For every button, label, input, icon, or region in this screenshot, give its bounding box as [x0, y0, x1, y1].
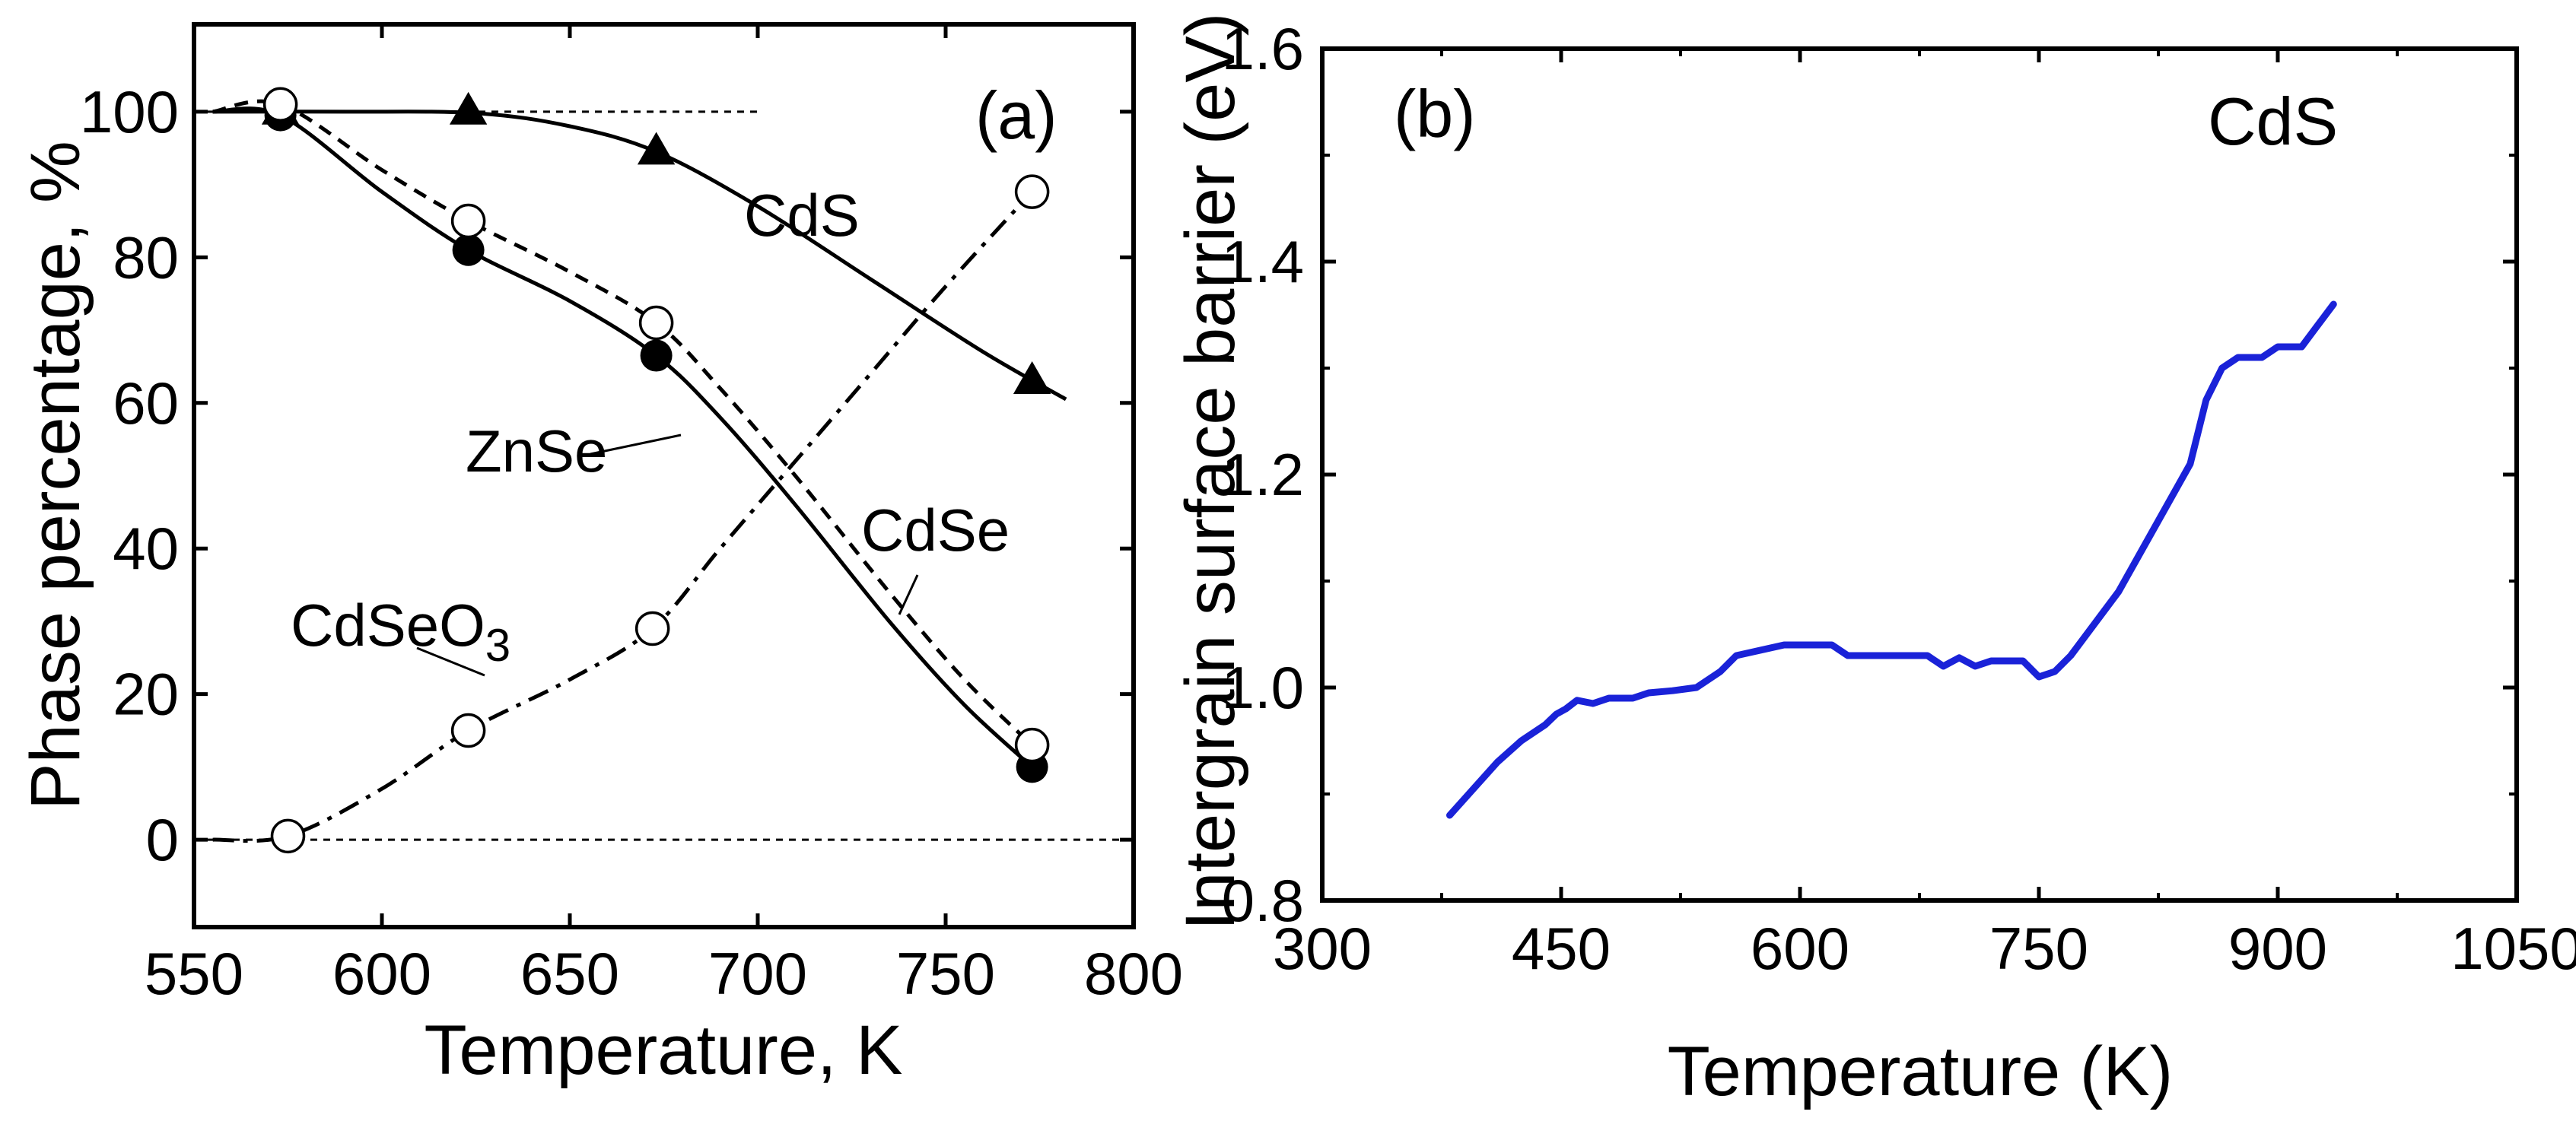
x-tick-label-b-900: 900 [2228, 915, 2327, 982]
cdseo3-leader-line [416, 646, 485, 677]
panel-b-annotation: CdS [2208, 84, 2338, 159]
panel-a: 550 600 650 700 750 800 0 20 40 60 80 100 (a) CdS Z… [17, 22, 1183, 1089]
panel-a-label: (a) [975, 78, 1057, 153]
y-tick-label-a-0: 0 [146, 806, 179, 873]
y-tick-label-b-1.4: 1.4 [1222, 228, 1304, 295]
y-tick-label-a-40: 40 [113, 515, 179, 582]
panel-b-plot-frame [1320, 46, 2519, 903]
y-tick-label-a-100: 100 [80, 78, 179, 145]
series-label-leaders [416, 434, 919, 677]
series-line-cds [212, 110, 1067, 402]
y-tick-label-a-80: 80 [113, 224, 179, 291]
data-point-cdseo-2 [634, 611, 670, 646]
x-tick-label-a-700: 700 [708, 940, 807, 1007]
panel-b-y-axis-title: Intergrain surface barrier (eV) [1172, 13, 1249, 931]
x-tick-label-a-750: 750 [896, 940, 995, 1007]
panel-b-curve [1446, 300, 2337, 819]
panel-b-ticks: 300 450 600 750 900 1050 0.8 1.0 1.2 1.4 1.6 [1222, 15, 2576, 982]
x-tick-label-b-1050: 1050 [2450, 915, 2576, 982]
data-point-znse-1 [452, 233, 485, 266]
data-point-cdse-3 [1014, 727, 1050, 763]
znse-leader-line [590, 434, 682, 456]
panel-a-curves [212, 99, 1067, 843]
data-point-cds-2 [637, 132, 676, 165]
data-point-cdse-0 [262, 87, 298, 122]
data-point-cdseo-3 [1014, 174, 1050, 209]
panel-b-label: (b) [1394, 76, 1476, 151]
data-point-cdse-1 [450, 203, 486, 239]
series-label-znse: ZnSe [466, 418, 607, 484]
y-tick-label-b-0.8: 0.8 [1222, 867, 1304, 934]
x-tick-label-a-650: 650 [520, 940, 619, 1007]
x-tick-label-a-800: 800 [1084, 940, 1183, 1007]
panel-b-x-axis-title: Temperature (K) [1668, 1033, 2174, 1110]
x-tick-label-a-600: 600 [332, 940, 431, 1007]
x-tick-label-b-450: 450 [1512, 915, 1611, 982]
data-point-znse-2 [640, 339, 673, 372]
y-tick-label-a-60: 60 [113, 370, 179, 437]
y-tick-label-b-1.6: 1.6 [1222, 15, 1304, 82]
y-tick-label-a-20: 20 [113, 661, 179, 728]
series-label-cdse: CdSe [861, 497, 1010, 564]
data-point-cdse-2 [638, 305, 674, 341]
x-tick-label-b-300: 300 [1273, 915, 1372, 982]
x-tick-label-b-600: 600 [1751, 915, 1849, 982]
x-tick-label-a-550: 550 [145, 940, 243, 1007]
panel-b: 300 450 600 750 900 1050 0.8 1.0 1.2 1.4 1.6 (b) C… [1172, 13, 2576, 1110]
data-point-cds-1 [449, 91, 488, 125]
cdse-leader-line [898, 574, 919, 615]
panel-a-y-axis-title: Phase percentage, % [17, 141, 94, 810]
series-line-znse [212, 106, 1034, 769]
data-point-cdseo-0 [270, 818, 306, 854]
data-point-cds-3 [1013, 361, 1051, 394]
panel-a-ticks: 550 600 650 700 750 800 0 20 40 60 80 100 [80, 24, 1183, 1007]
barrier-series-line [1446, 300, 2337, 819]
panel-a-plot-frame [192, 22, 1136, 929]
series-label-cdseo3: CdSeO3 [291, 592, 510, 671]
x-tick-label-b-750: 750 [1989, 915, 2088, 982]
data-point-cdseo-1 [450, 713, 486, 748]
panel-a-x-axis-title: Temperature, K [425, 1012, 903, 1089]
y-tick-label-b-1.0: 1.0 [1222, 654, 1304, 721]
series-label-cds: CdS [744, 182, 860, 249]
panel-a-markers [261, 87, 1051, 854]
y-tick-label-b-1.2: 1.2 [1222, 441, 1304, 508]
